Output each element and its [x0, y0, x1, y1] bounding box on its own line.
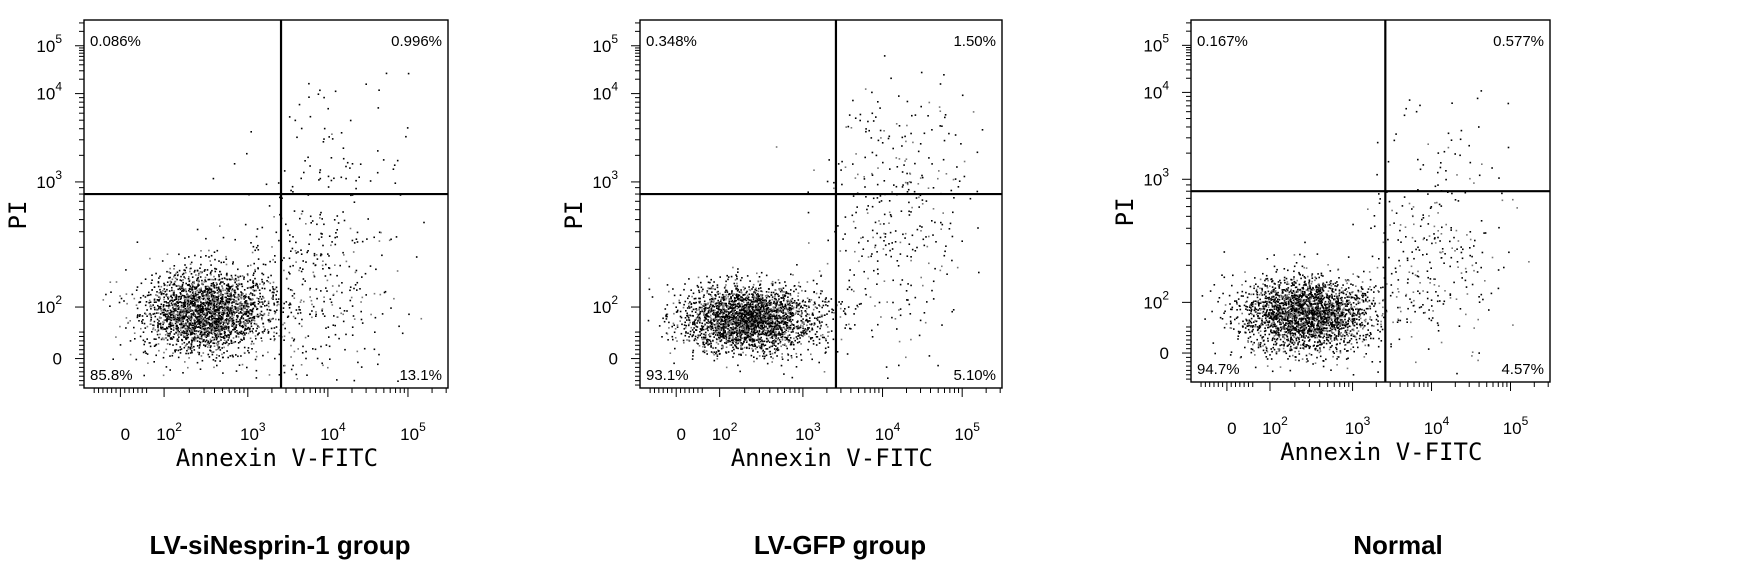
panel-caption: LV-siNesprin-1 group — [149, 530, 411, 560]
x-tick-label: 105 — [400, 420, 426, 444]
x-tick-label: 0 — [1227, 419, 1236, 438]
x-tick-label: 0 — [121, 425, 130, 444]
flow-panel-normal: 0.167% 0.577% 94.7% 4.57% 0 102 103 104 105 0 102 1… — [1111, 0, 1678, 581]
quadrant-upper-right-label: 1.50% — [953, 33, 996, 50]
x-axis-label: Annexin V-FITC — [176, 444, 378, 472]
quadrant-lower-right-label: 4.57% — [1501, 361, 1544, 378]
x-tick-label: 105 — [1503, 414, 1529, 438]
axis-ticks — [75, 22, 447, 397]
x-tick-label: 103 — [240, 420, 266, 444]
y-tick-label: 104 — [592, 80, 618, 104]
x-tick-label: 0 — [676, 425, 685, 444]
y-tick-label: 105 — [36, 32, 62, 56]
x-axis-label: Annexin V-FITC — [731, 444, 933, 472]
x-tick-label: 104 — [320, 420, 346, 444]
y-tick-label: 103 — [1143, 165, 1169, 189]
y-tick-label: 103 — [592, 168, 618, 192]
axis-ticks — [631, 22, 1001, 397]
x-tick-label: 104 — [1424, 414, 1450, 438]
scatter-plot: 0.348% 1.50% 93.1% 5.10% 0 102 103 104 105 0 102 10… — [560, 19, 1003, 472]
quadrant-upper-right-label: 0.577% — [1493, 33, 1544, 50]
y-axis-label: PI — [560, 201, 588, 230]
panel-caption: LV-GFP group — [753, 530, 927, 560]
y-tick-label: 105 — [592, 32, 618, 56]
y-tick-label: 0 — [53, 350, 62, 369]
y-tick-label: 0 — [1160, 344, 1169, 363]
flow-panel-lv-gfp: 0.348% 1.50% 93.1% 5.10% 0 102 103 104 105 0 102 10… — [560, 0, 1120, 581]
y-axis-label: PI — [4, 201, 32, 230]
plot-frame — [639, 19, 1003, 389]
quadrant-upper-left-label: 0.167% — [1197, 33, 1248, 50]
x-tick-label: 102 — [712, 420, 738, 444]
y-tick-label: 102 — [1143, 288, 1169, 312]
y-tick-label: 102 — [592, 293, 618, 317]
quadrant-lower-right-label: 5.10% — [953, 367, 996, 384]
y-tick-label: 0 — [609, 350, 618, 369]
quadrant-lower-left-label: 85.8% — [90, 367, 133, 384]
x-tick-label: 103 — [795, 420, 821, 444]
x-tick-label: 103 — [1345, 414, 1371, 438]
event-dots — [1201, 90, 1530, 376]
quadrant-upper-right-label: 0.996% — [391, 33, 442, 50]
x-tick-label: 105 — [954, 420, 980, 444]
x-tick-label: 102 — [156, 420, 182, 444]
plot-frame — [1190, 19, 1551, 383]
x-tick-label: 104 — [875, 420, 901, 444]
event-dots — [102, 72, 425, 382]
flow-panel-lv-sinesprin: 0.086% 0.996% 85.8% 13.1% 0 102 103 104 105 0 102 1… — [0, 0, 560, 581]
axis-ticks — [1182, 22, 1549, 391]
x-axis-label: Annexin V-FITC — [1280, 438, 1482, 466]
x-tick-label: 102 — [1262, 414, 1288, 438]
quadrant-lower-left-label: 94.7% — [1197, 361, 1240, 378]
y-tick-label: 104 — [36, 80, 62, 104]
event-dots — [647, 55, 984, 379]
quadrant-lower-right-label: 13.1% — [399, 367, 442, 384]
y-tick-label: 102 — [36, 293, 62, 317]
quadrant-upper-left-label: 0.348% — [646, 33, 697, 50]
plot-frame — [83, 19, 449, 389]
y-tick-label: 105 — [1143, 31, 1169, 55]
quadrant-lower-left-label: 93.1% — [646, 367, 689, 384]
quadrant-upper-left-label: 0.086% — [90, 33, 141, 50]
scatter-plot: 0.167% 0.577% 94.7% 4.57% 0 102 103 104 105 0 102 1… — [1111, 19, 1551, 466]
y-tick-label: 103 — [36, 168, 62, 192]
y-tick-label: 104 — [1143, 78, 1169, 102]
panel-caption: Normal — [1353, 530, 1443, 560]
scatter-plot: 0.086% 0.996% 85.8% 13.1% 0 102 103 104 105 0 102 1… — [4, 19, 449, 472]
y-axis-label: PI — [1111, 197, 1139, 226]
